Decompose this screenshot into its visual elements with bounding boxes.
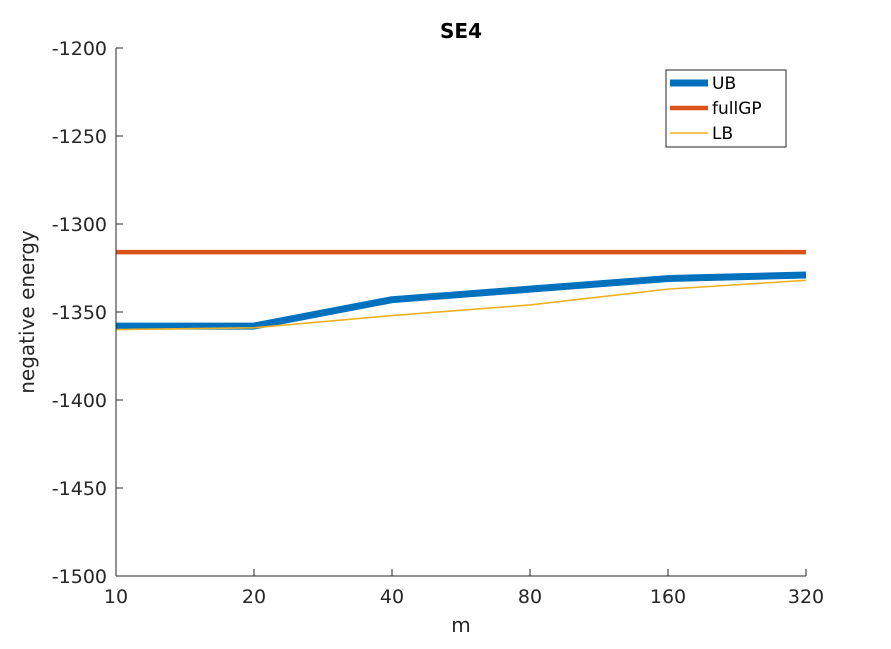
y-tick-label: -1300 <box>52 214 107 236</box>
y-tick-label: -1200 <box>52 38 107 60</box>
y-tick-label: -1350 <box>52 302 107 324</box>
series-line-LB <box>115 279 807 331</box>
x-tick-label: 40 <box>380 586 404 608</box>
legend-label-UB: UB <box>712 74 736 94</box>
x-axis-label: m <box>451 613 470 637</box>
legend: UB fullGP LB <box>665 69 787 148</box>
y-tick-label: -1450 <box>52 478 107 500</box>
y-tick-label: -1400 <box>52 390 107 412</box>
chart-title: SE4 <box>440 19 482 43</box>
x-tick-label: 320 <box>788 586 824 608</box>
series-line-UB <box>116 271 807 330</box>
legend-label-fullGP: fullGP <box>712 99 762 119</box>
x-tick-label: 160 <box>650 586 686 608</box>
y-tick-label: -1500 <box>52 566 107 588</box>
x-tick-label: 10 <box>104 586 128 608</box>
legend-label-LB: LB <box>712 124 733 144</box>
x-tick-label: 20 <box>242 586 266 608</box>
y-axis-label: negative energy <box>15 230 39 394</box>
y-tick-label: -1250 <box>52 126 107 148</box>
series-layer <box>115 249 807 331</box>
x-tick-label: 80 <box>518 586 542 608</box>
